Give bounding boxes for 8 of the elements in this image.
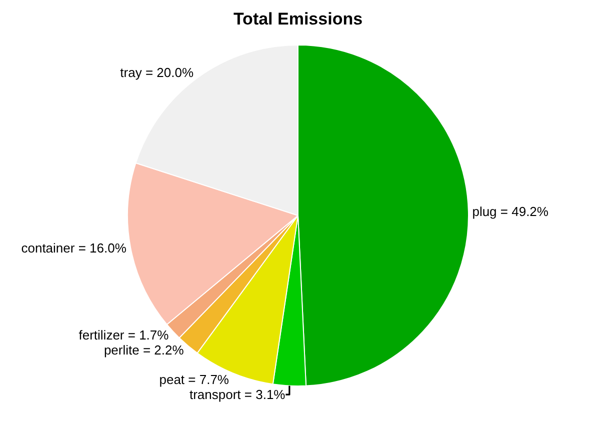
slice-label: tray = 20.0% — [120, 65, 194, 80]
slice-label: perlite = 2.2% — [104, 342, 184, 358]
chart-title: Total Emissions — [233, 10, 363, 29]
slice-label: peat = 7.7% — [159, 372, 230, 388]
slice-label: plug = 49.2% — [472, 204, 549, 219]
slice-label: container = 16.0% — [21, 240, 127, 256]
slice-label: fertilizer = 1.7% — [78, 327, 170, 342]
slice-label: transport = 3.1% — [189, 387, 286, 402]
